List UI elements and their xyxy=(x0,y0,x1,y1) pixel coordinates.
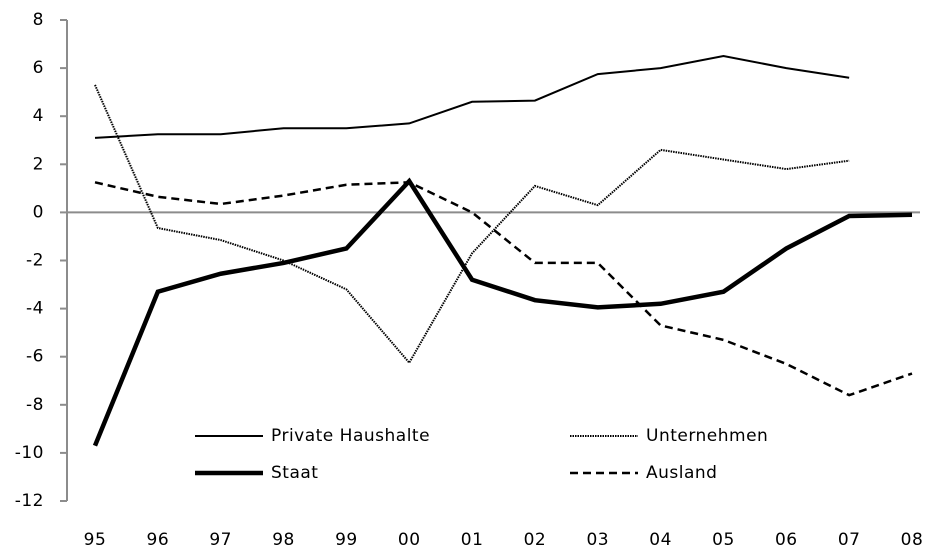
y-tick-label: 4 xyxy=(33,106,44,126)
y-tick-label: 0 xyxy=(33,202,44,222)
x-tick-label: 03 xyxy=(586,530,609,548)
series-line xyxy=(94,84,850,365)
x-tick-label: 05 xyxy=(712,530,735,548)
x-tick-label: 01 xyxy=(461,530,484,548)
x-tick-label: 95 xyxy=(84,530,107,548)
x-tick-label: 07 xyxy=(838,530,861,548)
legend-label: Ausland xyxy=(646,463,717,483)
y-tick-label: -12 xyxy=(15,491,44,511)
legend-label: Unternehmen xyxy=(646,426,768,446)
x-tick-label: 99 xyxy=(335,530,358,548)
y-tick-label: -8 xyxy=(26,395,44,415)
y-tick-label: 8 xyxy=(33,10,44,30)
x-tick-label: 08 xyxy=(901,530,924,548)
x-tick-label: 06 xyxy=(775,530,798,548)
legend-label: Private Haushalte xyxy=(271,426,430,446)
series-line xyxy=(92,177,913,447)
x-tick-label: 00 xyxy=(398,530,421,548)
x-tick-label: 97 xyxy=(209,530,232,548)
y-tick-label: 2 xyxy=(33,154,44,174)
y-tick-label: -10 xyxy=(15,443,44,463)
x-tick-label: 04 xyxy=(649,530,672,548)
x-tick-label: 98 xyxy=(272,530,295,548)
y-tick-label: -2 xyxy=(26,251,44,271)
legend-label: Staat xyxy=(271,463,318,483)
y-tick-label: 6 xyxy=(33,58,44,78)
y-tick-label: -4 xyxy=(26,299,44,319)
x-tick-label: 02 xyxy=(524,530,547,548)
y-tick-label: -6 xyxy=(26,347,44,367)
x-tick-label: 96 xyxy=(147,530,170,548)
series-line xyxy=(94,55,850,139)
